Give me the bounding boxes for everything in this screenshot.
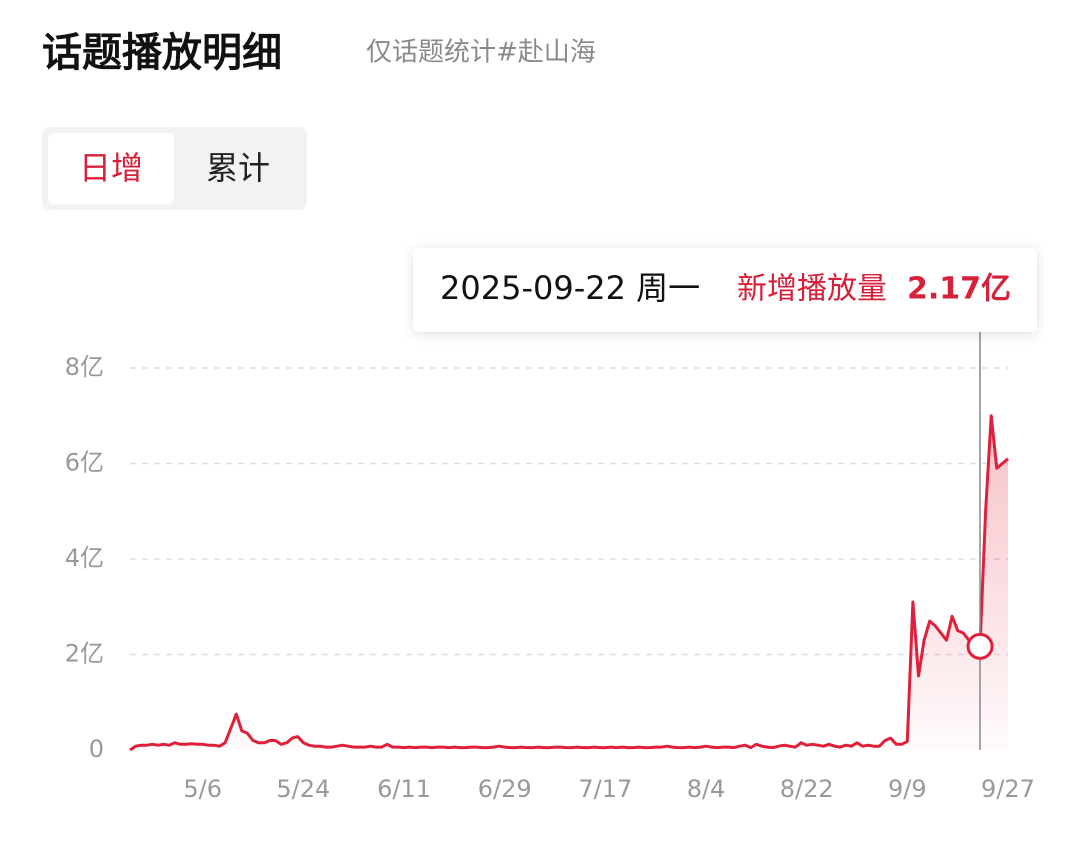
y-tick-label: 8亿 <box>65 353 104 381</box>
x-tick-label: 8/22 <box>780 775 834 803</box>
tooltip-label: 新增播放量 <box>737 272 887 307</box>
x-tick-label: 6/29 <box>478 775 532 803</box>
page-subtitle: 仅话题统计#赴山海 <box>366 38 596 68</box>
active-point <box>966 632 994 660</box>
x-tick-label: 9/27 <box>981 775 1035 803</box>
tab[interactable]: 累计 <box>206 149 270 187</box>
y-tick-label: 0 <box>89 735 104 763</box>
y-tick-label: 4亿 <box>65 544 104 572</box>
tab[interactable]: 日增 <box>79 149 143 187</box>
x-tick-label: 5/6 <box>183 775 222 803</box>
x-tick-label: 6/11 <box>377 775 431 803</box>
x-tick-label: 9/9 <box>888 775 927 803</box>
tooltip-date: 2025-09-22 周一 <box>440 269 700 307</box>
page-title: 话题播放明细 <box>42 30 282 76</box>
tooltip-box <box>413 248 1037 332</box>
x-tick-label: 5/24 <box>276 775 330 803</box>
line <box>129 414 1009 752</box>
y-tick-label: 6亿 <box>65 449 104 477</box>
x-tick-label: 7/17 <box>578 775 632 803</box>
y-tick-label: 2亿 <box>65 640 104 668</box>
area <box>130 415 1008 750</box>
x-tick-label: 8/4 <box>687 775 726 803</box>
tooltip-value: 2.17亿 <box>907 272 1011 307</box>
tab-active-bg[interactable] <box>48 133 174 204</box>
